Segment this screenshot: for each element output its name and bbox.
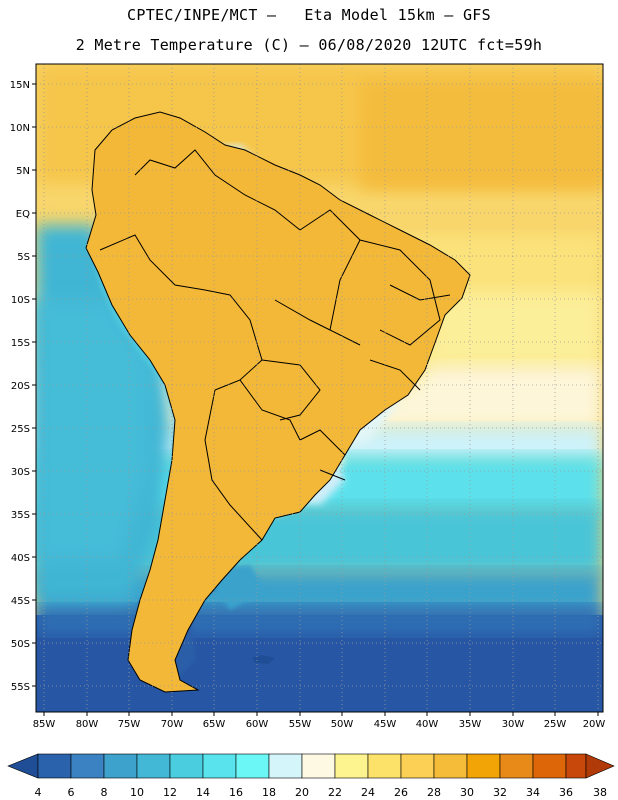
- legend-swatch: [532, 753, 567, 779]
- longitude-labels: 85W 80W 75W 70W 65W 60W 55W 50W 45W 40W …: [33, 719, 606, 730]
- legend-label: 18: [262, 786, 276, 799]
- lon-label: 30W: [502, 719, 525, 730]
- legend-label: 28: [427, 786, 441, 799]
- legend-swatch: [367, 753, 402, 779]
- map-frame: [35, 63, 604, 713]
- legend-label: 38: [593, 786, 607, 799]
- legend-swatch: [499, 753, 534, 779]
- lon-label: 35W: [459, 719, 482, 730]
- graticule: [36, 64, 603, 712]
- legend-left-arrow: [7, 753, 39, 779]
- lon-label: 45W: [374, 719, 397, 730]
- chart-subtitle: 2 Metre Temperature (C) – 06/08/2020 12U…: [75, 36, 543, 54]
- chart-title: CPTEC/INPE/MCT – Eta Model 15km – GFS: [127, 6, 491, 24]
- lon-label: 80W: [76, 719, 99, 730]
- legend-label: 14: [196, 786, 210, 799]
- legend-swatch: [400, 753, 435, 779]
- lat-label: 10N: [10, 123, 30, 134]
- lat-label: 5S: [17, 252, 30, 263]
- legend-swatch: [268, 753, 303, 779]
- lon-label: 60W: [246, 719, 269, 730]
- tick-marks: [32, 83, 599, 716]
- legend-swatch: [334, 753, 369, 779]
- legend-labels: 4 6 8 10 12 14 16 18 20 22 24 26 28 30 3…: [35, 786, 608, 799]
- legend-label: 16: [229, 786, 243, 799]
- lat-label: 45S: [11, 596, 30, 607]
- lat-label: 15S: [11, 338, 30, 349]
- legend-label: 32: [493, 786, 507, 799]
- legend-swatch: [70, 753, 105, 779]
- legend-label: 6: [68, 786, 75, 799]
- lat-label: 55S: [11, 682, 30, 693]
- legend-label: 22: [328, 786, 342, 799]
- legend-label: 26: [394, 786, 408, 799]
- legend-label: 24: [361, 786, 375, 799]
- lat-label: 20S: [11, 381, 30, 392]
- lat-label: 35S: [11, 510, 30, 521]
- legend-label: 36: [559, 786, 573, 799]
- lat-label: 30S: [11, 467, 30, 478]
- lon-label: 25W: [544, 719, 567, 730]
- legend-swatch: [235, 753, 270, 779]
- legend-swatch: [466, 753, 501, 779]
- lat-label: 50S: [11, 639, 30, 650]
- lon-label: 20W: [583, 719, 606, 730]
- lon-label: 40W: [416, 719, 439, 730]
- legend-swatch: [433, 753, 468, 779]
- lon-label: 70W: [161, 719, 184, 730]
- legend-label: 10: [130, 786, 144, 799]
- legend-label: 34: [526, 786, 540, 799]
- lon-label: 50W: [331, 719, 354, 730]
- legend-label: 4: [35, 786, 42, 799]
- lon-label: 75W: [118, 719, 141, 730]
- legend-label: 20: [295, 786, 309, 799]
- lon-label: 85W: [33, 719, 56, 730]
- legend-label: 8: [101, 786, 108, 799]
- legend-swatch: [202, 753, 237, 779]
- lon-label: 55W: [289, 719, 312, 730]
- legend-swatch: [169, 753, 204, 779]
- legend-swatch: [136, 753, 171, 779]
- legend-swatch: [301, 753, 336, 779]
- lat-label: 10S: [11, 295, 30, 306]
- legend-swatch: [37, 753, 72, 779]
- lat-label: 5N: [16, 166, 30, 177]
- lat-label: 15N: [10, 80, 30, 91]
- lat-label: 25S: [11, 424, 30, 435]
- latitude-labels: 15N 10N 5N EQ 5S 10S 15S 20S 25S 30S 35S…: [10, 80, 30, 693]
- legend-swatch: [565, 753, 587, 779]
- color-legend: [7, 753, 615, 779]
- legend-right-arrow: [585, 753, 615, 779]
- legend-swatch: [103, 753, 138, 779]
- country-borders: [85, 111, 471, 693]
- lat-label: EQ: [16, 209, 30, 220]
- lon-label: 65W: [203, 719, 226, 730]
- legend-label: 12: [163, 786, 177, 799]
- lat-label: 40S: [11, 553, 30, 564]
- legend-label: 30: [460, 786, 474, 799]
